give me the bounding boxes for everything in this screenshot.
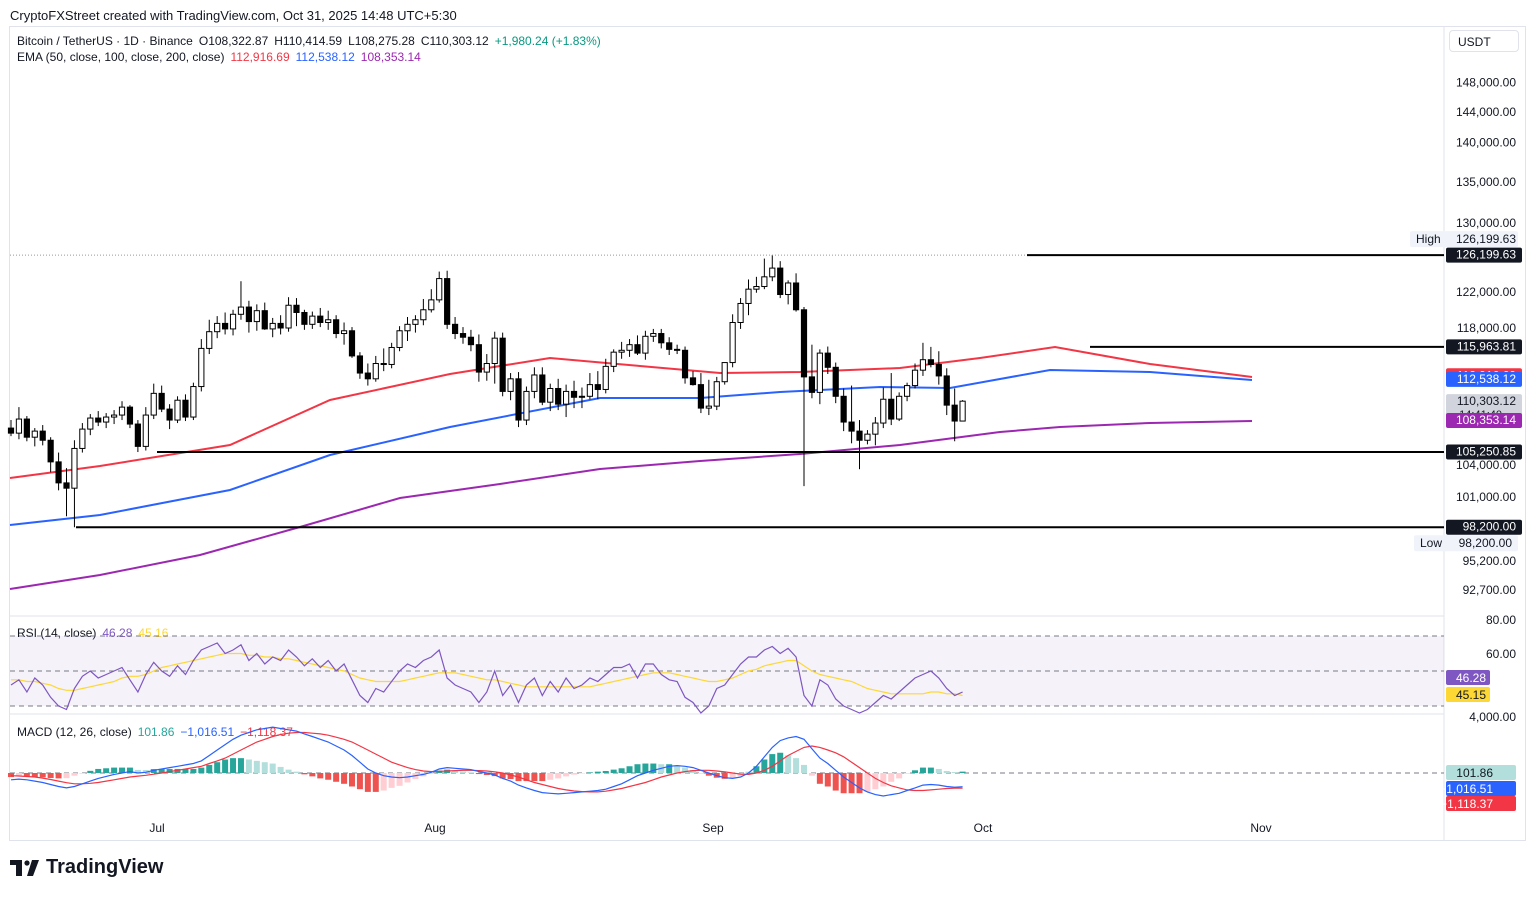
ema-legend[interactable]: EMA (50, close, 100, close, 200, close) 1… bbox=[17, 50, 427, 64]
ema50-value: 112,916.69 bbox=[230, 50, 290, 64]
ema200-value: 108,353.14 bbox=[360, 50, 421, 64]
ohlc-high: H110,414.59 bbox=[274, 34, 343, 48]
currency-button[interactable]: USDT bbox=[1449, 30, 1519, 52]
ohlc-close: C110,303.12 bbox=[420, 34, 489, 48]
rsi-legend[interactable]: RSI (14, close) 46.28 45.16 bbox=[17, 626, 174, 640]
rsi-label: RSI (14, close) bbox=[17, 626, 97, 640]
symbol-name: Bitcoin / TetherUS · 1D · Binance bbox=[17, 34, 193, 48]
rsi-legend-value: 46.28 bbox=[102, 626, 133, 640]
macd-hist-legend-value: 101.86 bbox=[137, 725, 175, 739]
ohlc-change: +1,980.24 (+1.83%) bbox=[494, 34, 601, 48]
ema-label: EMA (50, close, 100, close, 200, close) bbox=[17, 50, 225, 64]
symbol-legend[interactable]: Bitcoin / TetherUS · 1D · Binance O108,32… bbox=[17, 34, 607, 48]
tradingview-logo-icon bbox=[10, 859, 39, 876]
macd-legend-value: −1,016.51 bbox=[180, 725, 235, 739]
ema100-value: 112,538.12 bbox=[295, 50, 355, 64]
signal-legend-value: −1,118.37 bbox=[240, 725, 293, 739]
ohlc-low: L108,275.28 bbox=[348, 34, 415, 48]
logo-text: TradingView bbox=[46, 856, 164, 878]
ohlc-open: O108,322.87 bbox=[198, 34, 269, 48]
rsi-ma-legend-value: 45.16 bbox=[138, 626, 169, 640]
macd-legend[interactable]: MACD (12, 26, close) 101.86 −1,016.51 −1,11… bbox=[17, 725, 299, 739]
chart-header: CryptoFXStreet created with TradingView.… bbox=[10, 8, 457, 23]
tradingview-logo[interactable]: TradingView bbox=[10, 856, 163, 879]
chart-frame bbox=[9, 26, 1526, 841]
macd-label: MACD (12, 26, close) bbox=[17, 725, 132, 739]
